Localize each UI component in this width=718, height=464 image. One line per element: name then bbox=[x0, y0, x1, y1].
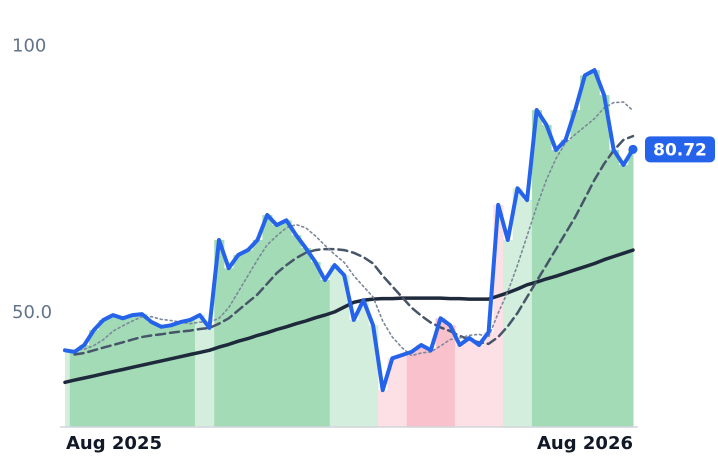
regime-bar bbox=[117, 318, 129, 427]
regime-bar bbox=[214, 240, 225, 427]
regime-bar bbox=[291, 235, 302, 427]
regime-bar bbox=[387, 358, 398, 427]
regime-bar bbox=[483, 332, 494, 427]
regime-bar bbox=[541, 124, 552, 427]
regime-bar bbox=[397, 355, 408, 427]
last-value-dot bbox=[628, 144, 638, 154]
regime-bar bbox=[522, 200, 533, 427]
regime-bar bbox=[416, 344, 427, 427]
regime-bar bbox=[79, 344, 90, 427]
regime-bar bbox=[127, 315, 138, 427]
regime-bar bbox=[271, 225, 283, 427]
regime-bar bbox=[618, 164, 629, 428]
regime-bar bbox=[89, 330, 100, 427]
regime-bar bbox=[300, 248, 311, 427]
regime-bar bbox=[358, 300, 369, 427]
regime-bar bbox=[166, 325, 177, 427]
regime-bar bbox=[608, 149, 620, 427]
series-line bbox=[73, 134, 635, 356]
regime-bar bbox=[156, 326, 167, 427]
regime-bar bbox=[320, 279, 331, 427]
regime-bar bbox=[368, 325, 379, 427]
regime-bar bbox=[377, 390, 389, 427]
regime-bar bbox=[426, 350, 437, 427]
regime-bar bbox=[281, 220, 292, 427]
regime-bar bbox=[339, 275, 350, 427]
x-tick-label: Aug 2025 bbox=[66, 433, 162, 454]
regime-bar bbox=[194, 315, 206, 427]
regime-bar bbox=[69, 351, 80, 427]
regime-bar bbox=[474, 344, 485, 427]
series-line bbox=[63, 68, 635, 393]
regime-bar bbox=[137, 314, 148, 427]
regime-bar bbox=[628, 149, 634, 427]
regime-bar bbox=[146, 322, 157, 427]
regime-bar bbox=[560, 139, 571, 428]
regime-bar bbox=[185, 319, 196, 427]
regime-bar bbox=[349, 319, 360, 427]
regime-bar bbox=[65, 350, 71, 427]
regime-bar bbox=[262, 214, 273, 427]
regime-bar bbox=[589, 70, 600, 427]
regime-bar bbox=[435, 318, 446, 427]
y-tick-label: 50.0 bbox=[12, 302, 52, 323]
regime-bar bbox=[512, 188, 523, 427]
regime-bar bbox=[406, 351, 417, 427]
regime-bar bbox=[310, 261, 321, 427]
regime-bar bbox=[580, 75, 591, 428]
regime-bar bbox=[445, 325, 456, 427]
regime-bar bbox=[503, 240, 514, 427]
regime-bar bbox=[531, 110, 543, 428]
last-value-badge bbox=[645, 136, 715, 163]
last-value-label: 80.72 bbox=[653, 140, 707, 160]
regime-bar bbox=[204, 327, 215, 427]
regime-bar bbox=[493, 204, 504, 427]
series-line bbox=[73, 101, 634, 357]
x-tick-label: Aug 2026 bbox=[537, 433, 633, 454]
regime-bar bbox=[454, 344, 466, 427]
regime-bar bbox=[175, 322, 186, 427]
regime-bar bbox=[223, 268, 234, 427]
regime-bar bbox=[464, 338, 475, 427]
regime-bar bbox=[329, 265, 340, 427]
regime-bar bbox=[551, 149, 562, 427]
y-tick-label: 100 bbox=[12, 36, 46, 57]
